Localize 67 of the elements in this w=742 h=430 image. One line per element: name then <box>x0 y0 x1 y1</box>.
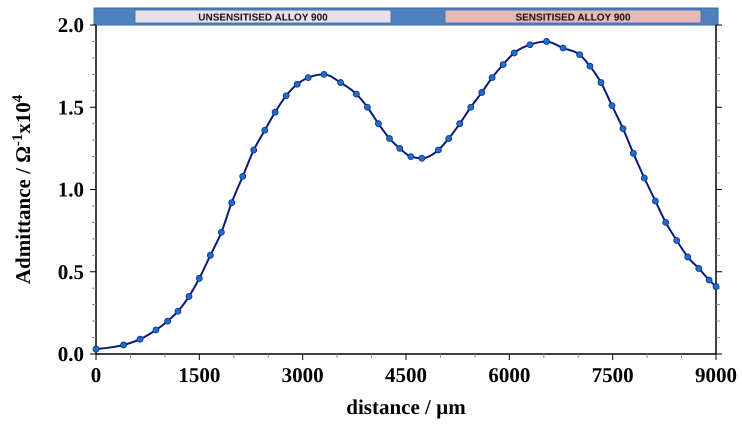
point <box>407 153 414 160</box>
point <box>261 126 268 134</box>
x-tick-label: 9000 <box>695 363 737 387</box>
point <box>684 254 692 260</box>
point <box>467 104 474 111</box>
point <box>337 79 344 86</box>
y-tick-label: 0.0 <box>58 342 84 366</box>
point <box>152 326 160 334</box>
point <box>136 336 144 343</box>
point <box>239 172 246 180</box>
x-tick-label: 4500 <box>385 363 427 387</box>
point <box>543 38 550 45</box>
x-tick-label: 0 <box>90 363 102 387</box>
point <box>560 44 566 52</box>
point <box>706 276 713 284</box>
point <box>294 80 301 88</box>
text: SENSITISED ALLOY 900 <box>515 12 631 24</box>
point <box>186 293 192 300</box>
point <box>673 237 680 244</box>
point <box>662 219 670 226</box>
point <box>320 70 328 78</box>
point <box>206 252 214 259</box>
x-tick-label: 7500 <box>592 363 634 387</box>
x-tick-label: 3000 <box>282 363 324 387</box>
y-tick-label: 2.0 <box>58 13 84 37</box>
point <box>364 104 371 111</box>
point <box>92 346 100 352</box>
point <box>386 135 393 142</box>
y-tick-label: 1.0 <box>58 178 84 202</box>
point <box>488 74 496 82</box>
point <box>630 150 637 157</box>
point <box>456 120 464 128</box>
point <box>272 108 279 116</box>
point <box>304 74 312 82</box>
point <box>586 62 594 70</box>
point <box>620 125 626 132</box>
point <box>478 89 486 96</box>
text: UNSENSITISED ALLOY 900 <box>198 12 328 24</box>
point <box>375 120 382 128</box>
point <box>174 308 182 315</box>
point <box>445 135 452 142</box>
point <box>526 41 534 48</box>
point <box>510 50 518 56</box>
point <box>120 342 127 348</box>
point <box>396 144 404 152</box>
point <box>218 228 225 236</box>
point <box>353 90 360 98</box>
point <box>640 174 648 182</box>
point <box>164 318 172 324</box>
point <box>695 265 702 272</box>
x-axis-title: distance / µm <box>346 395 466 419</box>
y-tick-label: 0.5 <box>58 260 84 284</box>
x-tick-label: 1500 <box>178 363 220 387</box>
point <box>434 146 442 154</box>
point <box>418 154 426 162</box>
point <box>576 51 583 58</box>
point <box>712 283 720 290</box>
x-tick-label: 6000 <box>488 363 530 387</box>
point <box>250 146 258 154</box>
point <box>652 198 659 204</box>
point <box>228 199 236 206</box>
point <box>282 92 290 100</box>
point <box>598 79 604 86</box>
y-tick-label: 1.5 <box>58 95 84 120</box>
point <box>196 274 203 282</box>
point <box>608 102 616 110</box>
point <box>500 61 507 68</box>
